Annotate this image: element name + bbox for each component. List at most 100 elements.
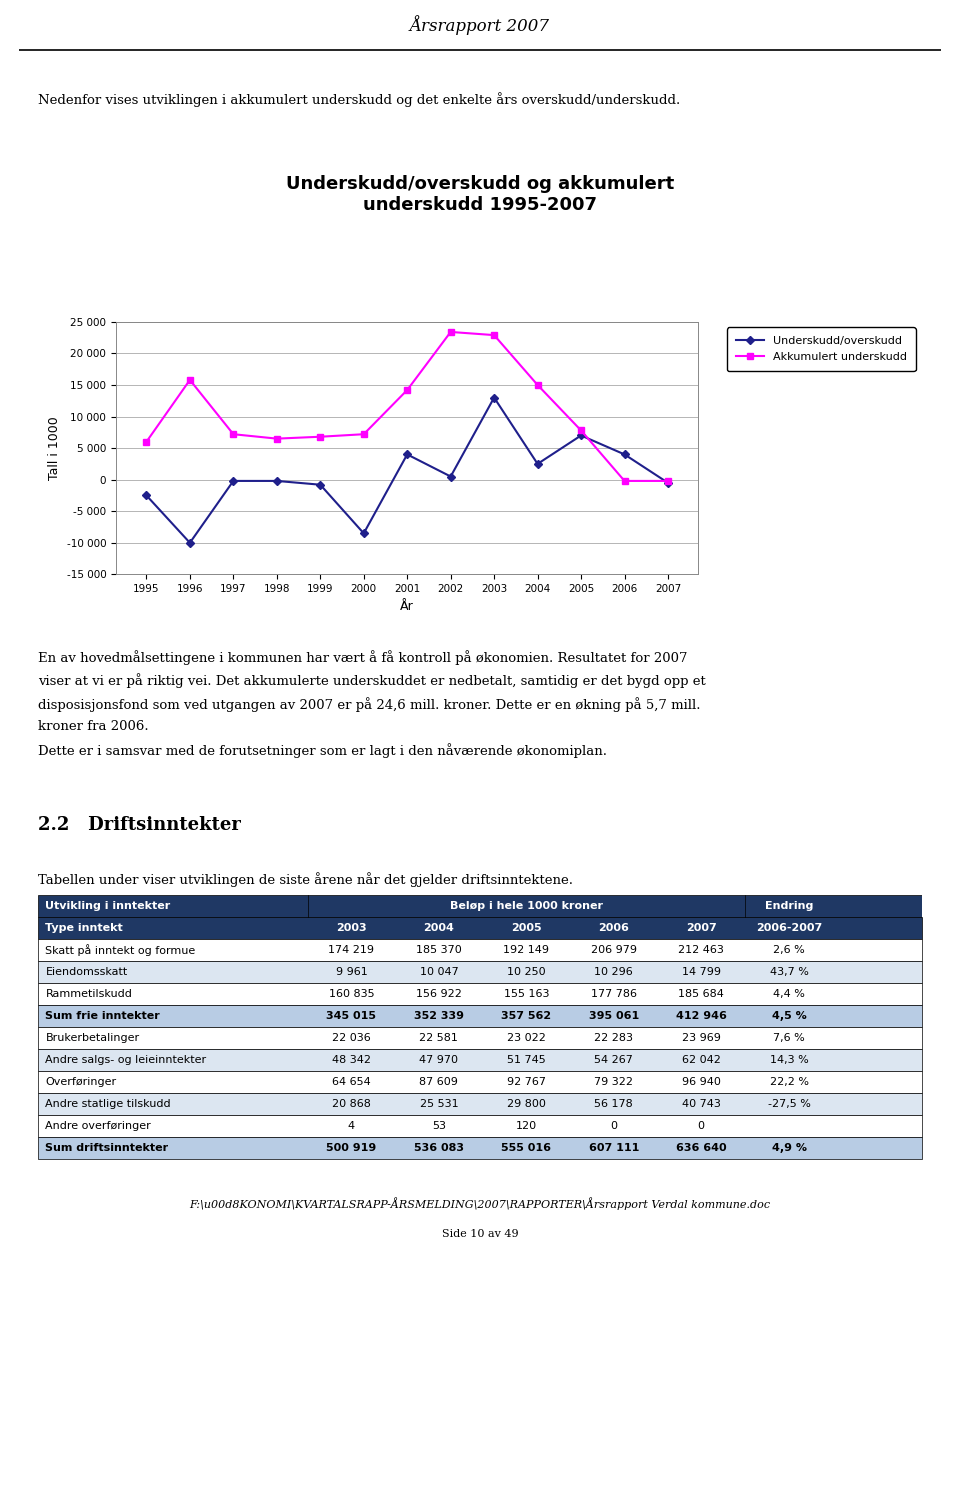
Text: 4: 4: [348, 1120, 355, 1131]
Underskudd/overskudd: [444, 467, 456, 485]
Underskudd/overskudd: [662, 474, 674, 492]
Text: 4,4 %: 4,4 %: [773, 989, 805, 1000]
Text: Nedenfor vises utviklingen i akkumulert underskudd og det enkelte års overskudd/: Nedenfor vises utviklingen i akkumulert …: [38, 93, 681, 107]
Underskudd/overskudd: [228, 471, 239, 489]
Text: 155 163: 155 163: [504, 989, 549, 1000]
Text: 40 743: 40 743: [682, 1100, 721, 1109]
Akkumulert underskudd: [532, 376, 543, 394]
Text: 10 047: 10 047: [420, 967, 458, 977]
Text: 2007: 2007: [685, 924, 716, 932]
Text: 536 083: 536 083: [414, 1143, 464, 1153]
Text: Type inntekt: Type inntekt: [45, 924, 123, 932]
Text: 174 219: 174 219: [328, 944, 374, 955]
Text: 2005: 2005: [511, 924, 541, 932]
Text: 25 531: 25 531: [420, 1100, 458, 1109]
Text: Overføringer: Overføringer: [45, 1077, 116, 1088]
Text: 10 250: 10 250: [507, 967, 545, 977]
Text: 2006-2007: 2006-2007: [756, 924, 823, 932]
Text: Sum frie inntekter: Sum frie inntekter: [45, 1012, 160, 1021]
Akkumulert underskudd: [358, 425, 370, 443]
Text: Tabellen under viser utviklingen de siste årene når det gjelder driftsinntektene: Tabellen under viser utviklingen de sist…: [38, 873, 573, 888]
Underskudd/overskudd: [489, 388, 500, 406]
Line: Underskudd/overskudd: Underskudd/overskudd: [144, 395, 671, 546]
Text: 29 800: 29 800: [507, 1100, 546, 1109]
Text: Andre salgs- og leieinntekter: Andre salgs- og leieinntekter: [45, 1055, 206, 1065]
Text: 2004: 2004: [423, 924, 454, 932]
Text: 87 609: 87 609: [420, 1077, 458, 1088]
Text: Endring: Endring: [765, 901, 813, 912]
X-axis label: År: År: [400, 600, 414, 613]
Text: kroner fra 2006.: kroner fra 2006.: [38, 721, 149, 733]
Underskudd/overskudd: [619, 446, 631, 464]
Text: 4,9 %: 4,9 %: [772, 1143, 806, 1153]
Text: Rammetilskudd: Rammetilskudd: [45, 989, 132, 1000]
Text: Dette er i samsvar med de forutsetninger som er lagt i den nåværende økonomiplan: Dette er i samsvar med de forutsetninger…: [38, 743, 608, 758]
Text: 43,7 %: 43,7 %: [770, 967, 808, 977]
Text: 206 979: 206 979: [590, 944, 636, 955]
Text: 56 178: 56 178: [594, 1100, 634, 1109]
Text: -27,5 %: -27,5 %: [768, 1100, 810, 1109]
Text: Årsrapport 2007: Årsrapport 2007: [410, 15, 550, 34]
Bar: [38, 961, 922, 983]
Underskudd/overskudd: [315, 476, 326, 494]
Text: 156 922: 156 922: [416, 989, 462, 1000]
Bar: [38, 1137, 922, 1159]
Akkumulert underskudd: [489, 327, 500, 345]
Akkumulert underskudd: [228, 425, 239, 443]
Akkumulert underskudd: [662, 471, 674, 489]
Bar: [38, 1026, 922, 1049]
Text: Side 10 av 49: Side 10 av 49: [442, 1229, 518, 1238]
Text: 4,5 %: 4,5 %: [772, 1012, 806, 1021]
Text: 2003: 2003: [336, 924, 367, 932]
Text: En av hovedmålsettingene i kommunen har vært å få kontroll på økonomien. Resulta: En av hovedmålsettingene i kommunen har …: [38, 651, 688, 665]
Text: viser at vi er på riktig vei. Det akkumulerte underskuddet er nedbetalt, samtidi: viser at vi er på riktig vei. Det akkumu…: [38, 673, 707, 688]
Text: 2,6 %: 2,6 %: [773, 944, 805, 955]
Text: 54 267: 54 267: [594, 1055, 634, 1065]
Underskudd/overskudd: [271, 471, 282, 489]
Text: Eiendomsskatt: Eiendomsskatt: [45, 967, 128, 977]
Text: 185 684: 185 684: [679, 989, 724, 1000]
Text: 2.2   Driftsinntekter: 2.2 Driftsinntekter: [38, 816, 241, 834]
Text: 0: 0: [611, 1120, 617, 1131]
Text: 352 339: 352 339: [414, 1012, 464, 1021]
Bar: [38, 938, 922, 961]
Underskudd/overskudd: [184, 534, 196, 552]
Text: Brukerbetalinger: Brukerbetalinger: [45, 1032, 139, 1043]
Text: Andre overføringer: Andre overføringer: [45, 1120, 152, 1131]
Text: 555 016: 555 016: [501, 1143, 551, 1153]
Text: 22,2 %: 22,2 %: [770, 1077, 808, 1088]
Text: 636 640: 636 640: [676, 1143, 727, 1153]
Text: 79 322: 79 322: [594, 1077, 634, 1088]
Text: 22 283: 22 283: [594, 1032, 634, 1043]
Akkumulert underskudd: [619, 471, 631, 489]
Bar: [38, 1094, 922, 1115]
Bar: [38, 1071, 922, 1094]
Text: Utvikling i inntekter: Utvikling i inntekter: [45, 901, 171, 912]
Underskudd/overskudd: [141, 486, 153, 504]
Text: 20 868: 20 868: [332, 1100, 371, 1109]
Underskudd/overskudd: [532, 455, 543, 473]
Akkumulert underskudd: [271, 430, 282, 448]
Bar: [38, 983, 922, 1006]
Text: 7,6 %: 7,6 %: [773, 1032, 805, 1043]
Text: 22 581: 22 581: [420, 1032, 458, 1043]
Text: 357 562: 357 562: [501, 1012, 551, 1021]
Text: 607 111: 607 111: [588, 1143, 639, 1153]
Text: 185 370: 185 370: [416, 944, 462, 955]
Text: 48 342: 48 342: [332, 1055, 371, 1065]
Text: 160 835: 160 835: [328, 989, 374, 1000]
Underskudd/overskudd: [401, 446, 413, 464]
Akkumulert underskudd: [444, 322, 456, 340]
Text: 96 940: 96 940: [682, 1077, 721, 1088]
Text: 51 745: 51 745: [507, 1055, 545, 1065]
Text: 395 061: 395 061: [588, 1012, 639, 1021]
Text: Beløp i hele 1000 kroner: Beløp i hele 1000 kroner: [450, 901, 603, 912]
Text: 23 969: 23 969: [682, 1032, 721, 1043]
Akkumulert underskudd: [184, 372, 196, 389]
Bar: [38, 1115, 922, 1137]
Text: 92 767: 92 767: [507, 1077, 546, 1088]
Underskudd/overskudd: [358, 524, 370, 542]
Akkumulert underskudd: [315, 428, 326, 446]
Text: 53: 53: [432, 1120, 446, 1131]
Y-axis label: Tall i 1000: Tall i 1000: [48, 416, 61, 480]
